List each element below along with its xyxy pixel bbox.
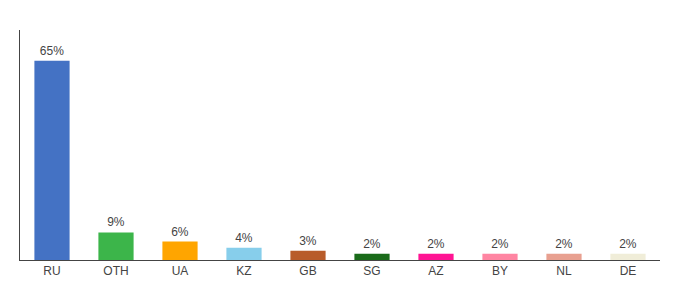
svg-text:AZ: AZ xyxy=(428,264,443,278)
svg-text:RU: RU xyxy=(43,264,60,278)
svg-text:6%: 6% xyxy=(171,225,189,239)
svg-text:2%: 2% xyxy=(427,237,445,251)
svg-text:2%: 2% xyxy=(619,237,637,251)
svg-text:2%: 2% xyxy=(491,237,509,251)
svg-text:2%: 2% xyxy=(555,237,573,251)
svg-text:2%: 2% xyxy=(363,237,381,251)
svg-text:9%: 9% xyxy=(107,215,125,229)
svg-text:BY: BY xyxy=(492,264,508,278)
svg-text:65%: 65% xyxy=(40,44,64,58)
svg-text:4%: 4% xyxy=(235,231,253,245)
svg-text:SG: SG xyxy=(363,264,380,278)
svg-text:KZ: KZ xyxy=(236,264,251,278)
svg-text:NL: NL xyxy=(556,264,572,278)
svg-text:DE: DE xyxy=(620,264,637,278)
svg-text:OTH: OTH xyxy=(103,264,128,278)
svg-text:UA: UA xyxy=(172,264,189,278)
svg-text:GB: GB xyxy=(299,264,316,278)
svg-text:3%: 3% xyxy=(299,234,317,248)
